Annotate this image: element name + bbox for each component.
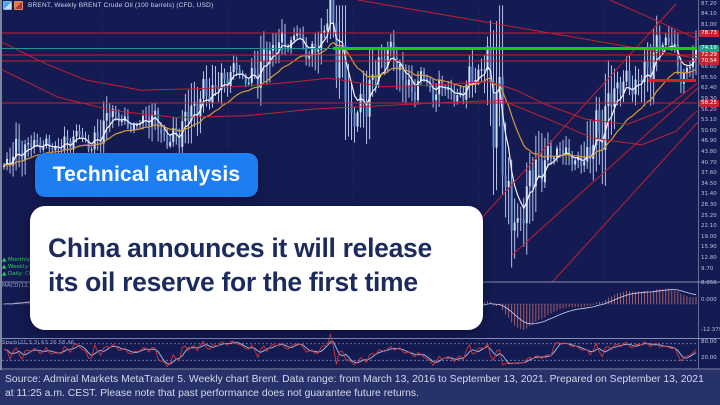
source-text: Source: Admiral Markets MetaTrader 5. We… — [5, 374, 704, 399]
timeframe-trend-list: ▲ Monthly: Ch ▲ Weekly: Ch ▲ Daily: Chan — [2, 257, 31, 278]
macd-indicator-label: MACD(12,26,1) — [2, 283, 44, 289]
timeframe-trend-monthly: ▲ Monthly: Ch — [2, 257, 31, 263]
window-left-border — [0, 0, 2, 370]
headline-line2: its oil reserve for the first time — [48, 267, 418, 297]
main-chart-panel — [1, 0, 698, 282]
timeframe-trend-weekly: ▲ Weekly: Ch — [2, 264, 31, 270]
stochastic-indicator-label: Stoch(21,3,3) 63.26 58.46 — [2, 340, 75, 346]
symbol-icon — [14, 1, 23, 10]
headline-line1: China announces it will release — [48, 233, 432, 263]
timeframe-trend-daily: ▲ Daily: Chan — [2, 271, 31, 277]
chart-title: BRENT, Weekly BRENT Crude Oil (100 barre… — [28, 2, 214, 9]
badge-label: Technical analysis — [52, 163, 241, 186]
chart-window-icon — [3, 1, 12, 10]
headline-card: China announces it will release its oil … — [30, 206, 483, 330]
chart-title-bar: BRENT, Weekly BRENT Crude Oil (100 barre… — [3, 1, 213, 10]
source-caption-bar: Source: Admiral Markets MetaTrader 5. We… — [0, 370, 720, 405]
technical-analysis-badge: Technical analysis — [35, 153, 258, 197]
stochastic-panel — [2, 333, 697, 367]
